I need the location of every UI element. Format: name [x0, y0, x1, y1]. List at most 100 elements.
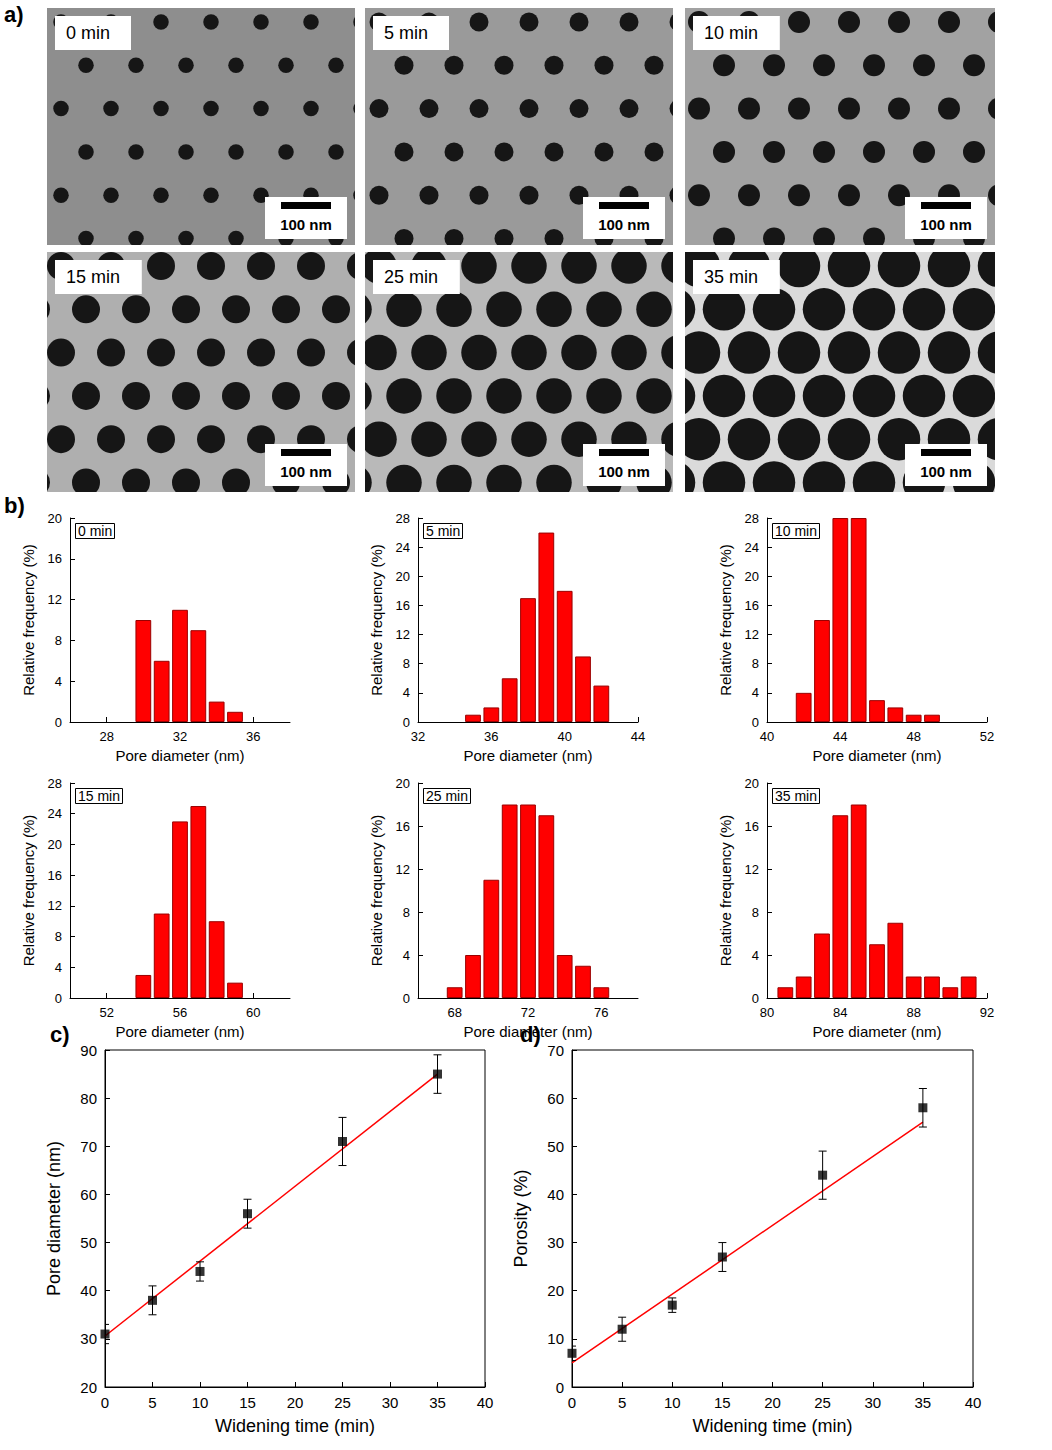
- svg-text:15 min: 15 min: [66, 267, 120, 287]
- svg-text:16: 16: [745, 598, 759, 613]
- svg-text:8: 8: [55, 633, 62, 648]
- svg-text:12: 12: [745, 862, 759, 877]
- svg-text:30: 30: [80, 1330, 97, 1347]
- svg-text:80: 80: [760, 1005, 774, 1020]
- svg-text:4: 4: [55, 960, 62, 975]
- svg-text:40: 40: [557, 729, 571, 744]
- svg-text:100 nm: 100 nm: [280, 463, 332, 480]
- svg-text:20: 20: [287, 1394, 304, 1411]
- svg-text:4: 4: [55, 674, 62, 689]
- svg-text:0 min: 0 min: [78, 523, 112, 539]
- svg-text:25 min: 25 min: [426, 788, 468, 804]
- svg-text:Widening time (min): Widening time (min): [215, 1416, 375, 1436]
- svg-text:15 min: 15 min: [78, 788, 120, 804]
- svg-text:Pore diameter (nm): Pore diameter (nm): [44, 1141, 64, 1296]
- svg-text:100 nm: 100 nm: [598, 216, 650, 233]
- svg-text:70: 70: [547, 1042, 564, 1059]
- svg-text:35: 35: [429, 1394, 446, 1411]
- svg-text:Pore diameter (nm): Pore diameter (nm): [812, 1023, 941, 1040]
- svg-text:92: 92: [980, 1005, 994, 1020]
- svg-text:0: 0: [752, 715, 759, 730]
- svg-text:8: 8: [403, 656, 410, 671]
- svg-text:0: 0: [55, 715, 62, 730]
- svg-text:20: 20: [745, 776, 759, 791]
- svg-text:100 nm: 100 nm: [280, 216, 332, 233]
- svg-text:80: 80: [80, 1090, 97, 1107]
- svg-text:15: 15: [714, 1394, 731, 1411]
- svg-text:4: 4: [403, 948, 410, 963]
- svg-text:0: 0: [568, 1394, 576, 1411]
- svg-text:52: 52: [99, 1005, 113, 1020]
- svg-text:32: 32: [173, 729, 187, 744]
- svg-text:40: 40: [547, 1186, 564, 1203]
- svg-text:30: 30: [864, 1394, 881, 1411]
- svg-text:24: 24: [396, 540, 410, 555]
- svg-text:Relative frequency (%): Relative frequency (%): [717, 544, 734, 696]
- svg-text:20: 20: [547, 1282, 564, 1299]
- svg-text:4: 4: [752, 685, 759, 700]
- svg-text:10: 10: [664, 1394, 681, 1411]
- svg-text:60: 60: [547, 1090, 564, 1107]
- svg-text:15: 15: [239, 1394, 256, 1411]
- svg-text:20: 20: [48, 511, 62, 526]
- svg-text:35 min: 35 min: [704, 267, 758, 287]
- svg-text:20: 20: [48, 837, 62, 852]
- svg-text:24: 24: [745, 540, 759, 555]
- svg-text:4: 4: [403, 685, 410, 700]
- svg-text:20: 20: [396, 569, 410, 584]
- svg-text:Relative frequency (%): Relative frequency (%): [20, 544, 37, 696]
- svg-text:Relative frequency (%): Relative frequency (%): [368, 815, 385, 967]
- svg-text:10 min: 10 min: [704, 23, 758, 43]
- svg-text:32: 32: [411, 729, 425, 744]
- svg-text:16: 16: [396, 819, 410, 834]
- svg-text:8: 8: [55, 929, 62, 944]
- svg-text:35 min: 35 min: [775, 788, 817, 804]
- svg-text:24: 24: [48, 806, 62, 821]
- svg-text:8: 8: [752, 656, 759, 671]
- svg-text:16: 16: [745, 819, 759, 834]
- svg-text:100 nm: 100 nm: [920, 463, 972, 480]
- svg-text:16: 16: [396, 598, 410, 613]
- svg-text:44: 44: [833, 729, 847, 744]
- svg-text:100 nm: 100 nm: [598, 463, 650, 480]
- svg-text:0: 0: [752, 991, 759, 1006]
- svg-text:5 min: 5 min: [426, 523, 460, 539]
- svg-text:25 min: 25 min: [384, 267, 438, 287]
- svg-text:16: 16: [48, 868, 62, 883]
- svg-text:Pore diameter (nm): Pore diameter (nm): [812, 747, 941, 764]
- svg-text:Pore diameter (nm): Pore diameter (nm): [115, 747, 244, 764]
- svg-text:8: 8: [752, 905, 759, 920]
- svg-text:20: 20: [80, 1379, 97, 1396]
- svg-text:60: 60: [246, 1005, 260, 1020]
- svg-text:0: 0: [55, 991, 62, 1006]
- svg-text:72: 72: [521, 1005, 535, 1020]
- svg-text:50: 50: [80, 1234, 97, 1251]
- svg-text:Relative frequency (%): Relative frequency (%): [20, 815, 37, 967]
- svg-text:25: 25: [814, 1394, 831, 1411]
- svg-text:48: 48: [906, 729, 920, 744]
- svg-text:5 min: 5 min: [384, 23, 428, 43]
- svg-text:28: 28: [745, 511, 759, 526]
- svg-text:44: 44: [631, 729, 645, 744]
- svg-text:0: 0: [556, 1379, 564, 1396]
- svg-text:12: 12: [745, 627, 759, 642]
- svg-text:Widening time (min): Widening time (min): [692, 1416, 852, 1436]
- svg-text:76: 76: [594, 1005, 608, 1020]
- svg-text:8: 8: [403, 905, 410, 920]
- svg-text:60: 60: [80, 1186, 97, 1203]
- svg-text:30: 30: [547, 1234, 564, 1251]
- svg-text:40: 40: [477, 1394, 494, 1411]
- svg-text:0: 0: [101, 1394, 109, 1411]
- svg-text:0: 0: [403, 715, 410, 730]
- svg-text:28: 28: [99, 729, 113, 744]
- svg-text:88: 88: [906, 1005, 920, 1020]
- svg-text:5: 5: [148, 1394, 156, 1411]
- svg-text:84: 84: [833, 1005, 847, 1020]
- svg-text:40: 40: [80, 1282, 97, 1299]
- svg-text:68: 68: [447, 1005, 461, 1020]
- svg-text:12: 12: [48, 592, 62, 607]
- svg-text:56: 56: [173, 1005, 187, 1020]
- svg-text:Pore diameter (nm): Pore diameter (nm): [115, 1023, 244, 1040]
- svg-text:20: 20: [764, 1394, 781, 1411]
- svg-text:Relative frequency (%): Relative frequency (%): [717, 815, 734, 967]
